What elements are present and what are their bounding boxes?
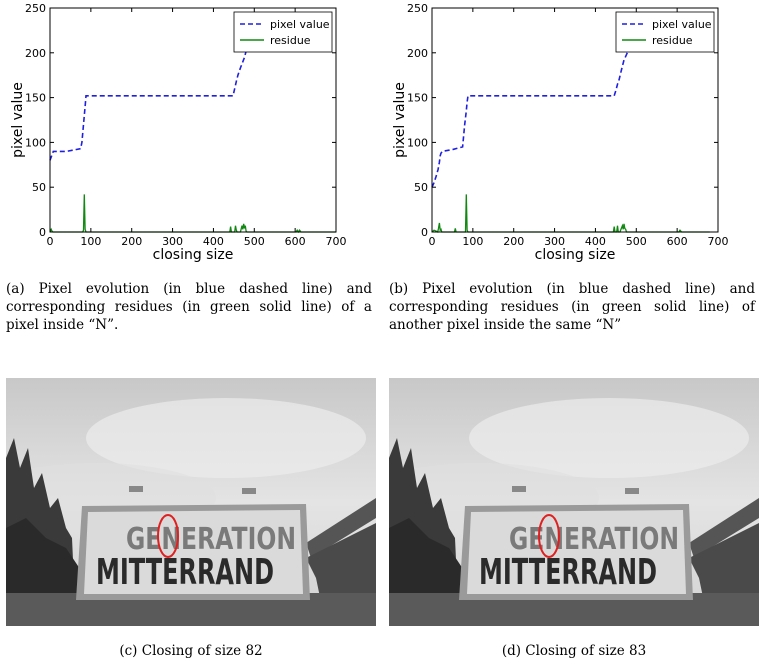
caption-a: (a) Pixel evolution (in blue dashed line…: [6, 281, 372, 333]
caption-d: (d) Closing of size 83: [501, 643, 647, 659]
x-tick-label: 600: [667, 235, 688, 248]
x-tick-label: 700: [708, 235, 729, 248]
x-tick-label: 200: [121, 235, 142, 248]
x-tick-label: 200: [503, 235, 524, 248]
y-tick-label: 150: [407, 92, 428, 105]
x-tick-label: 500: [244, 235, 265, 248]
photo-c: GENERATION MITTERRAND: [6, 378, 376, 626]
legend-label-pixel-value: pixel value: [270, 18, 330, 31]
caption-c: (c) Closing of size 82: [119, 643, 263, 659]
x-axis-label: closing size: [535, 247, 616, 262]
legend-label-residue: residue: [270, 34, 311, 47]
x-tick-label: 100: [462, 235, 483, 248]
legend-label-pixel-value: pixel value: [652, 18, 712, 31]
x-tick-label: 700: [326, 235, 347, 248]
series-line-pixel-value: [431, 50, 684, 188]
y-tick-label: 200: [407, 47, 428, 60]
y-tick-label: 250: [407, 2, 428, 15]
caption-b: (b) Pixel evolution (in blue dashed line…: [389, 281, 755, 333]
x-tick-label: 100: [80, 235, 101, 248]
x-tick-label: 300: [544, 235, 565, 248]
y-tick-label: 150: [25, 92, 46, 105]
x-tick-label: 400: [203, 235, 224, 248]
photo-d-image: GENERATION MITTERRAND: [389, 378, 759, 626]
y-tick-label: 250: [25, 2, 46, 15]
legend: pixel value residue: [233, 11, 333, 53]
plot-frame: [49, 7, 337, 233]
chart-b-svg: 0 100 200 300 400 500 600 700 0 50 100 150 200 250 clo…: [392, 2, 729, 263]
x-tick-label: 300: [162, 235, 183, 248]
x-axis-label: closing size: [153, 247, 234, 262]
x-tick-label: 400: [585, 235, 606, 248]
legend-box: [615, 11, 715, 53]
photo-d-sign-top: GENERATION: [509, 522, 679, 557]
series-line-residue: [49, 194, 336, 234]
photo-d: GENERATION MITTERRAND: [389, 378, 759, 626]
y-tick-label: 100: [407, 136, 428, 149]
y-axis-label: pixel value: [10, 82, 26, 158]
series-line-pixel-value: [49, 50, 302, 161]
y-tick-label: 50: [32, 181, 46, 194]
photo-c-image: GENERATION MITTERRAND: [6, 378, 376, 626]
x-tick-label: 500: [626, 235, 647, 248]
photo-c-sign-top: GENERATION: [126, 522, 296, 557]
y-tick-label: 200: [25, 47, 46, 60]
highlight-ellipse: [538, 514, 560, 558]
legend: pixel value residue: [615, 11, 715, 53]
photo-d-sign-bottom: MITTERRAND: [479, 552, 657, 593]
highlight-ellipse: [157, 514, 179, 558]
legend-label-residue: residue: [652, 34, 693, 47]
chart-a-svg: 0 100 200 300 400 500 600 700 0 50 100 150 200 250 clo…: [10, 2, 347, 263]
y-tick-label: 50: [414, 181, 428, 194]
x-tick-label: 0: [429, 235, 436, 248]
chart-b: 0 100 200 300 400 500 600 700 0 50 100 150 200 250 clo…: [382, 0, 760, 263]
legend-box: [233, 11, 333, 53]
x-tick-label: 0: [47, 235, 54, 248]
y-tick-label: 100: [25, 136, 46, 149]
y-tick-label: 0: [39, 226, 46, 239]
chart-a: 0 100 200 300 400 500 600 700 0 50 100 150 200 250 clo…: [0, 0, 378, 263]
y-axis-label: pixel value: [392, 82, 408, 158]
plot-frame: [431, 7, 719, 233]
photo-c-sign-bottom: MITTERRAND: [96, 552, 274, 593]
x-tick-label: 600: [285, 235, 306, 248]
y-tick-label: 0: [421, 226, 428, 239]
series-line-residue: [431, 194, 710, 233]
